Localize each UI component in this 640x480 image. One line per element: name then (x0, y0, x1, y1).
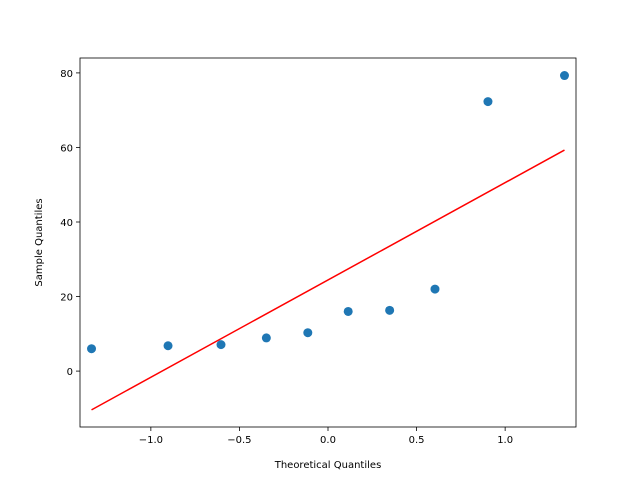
x-tick-label: −0.5 (227, 435, 251, 446)
data-point (87, 344, 97, 354)
data-point (261, 333, 271, 343)
y-tick-label: 80 (60, 69, 73, 80)
data-point (385, 305, 395, 315)
reference-line (91, 149, 565, 411)
data-point (163, 341, 173, 351)
x-tick-label: 1.0 (497, 435, 513, 446)
x-axis-ticks: −1.0 −0.5 0.0 0.5 1.0 (139, 427, 513, 446)
x-tick-label: −1.0 (139, 435, 163, 446)
axes-frame (79, 57, 577, 428)
y-tick-label: 60 (60, 143, 73, 154)
data-point (303, 328, 313, 338)
x-axis-label: Theoretical Quantiles (274, 460, 382, 471)
data-point (343, 306, 353, 316)
data-point (559, 71, 569, 81)
y-axis-ticks: 0 20 40 60 80 (60, 69, 80, 378)
data-point (430, 284, 440, 294)
x-tick-label: 0.0 (320, 435, 336, 446)
plot-area (87, 71, 569, 411)
y-axis-label: Sample Quantiles (34, 198, 45, 286)
y-tick-label: 20 (60, 293, 73, 304)
data-point (216, 340, 226, 350)
y-tick-label: 0 (67, 367, 73, 378)
x-tick-label: 0.5 (409, 435, 425, 446)
y-tick-label: 40 (60, 218, 73, 229)
data-point (483, 97, 493, 107)
